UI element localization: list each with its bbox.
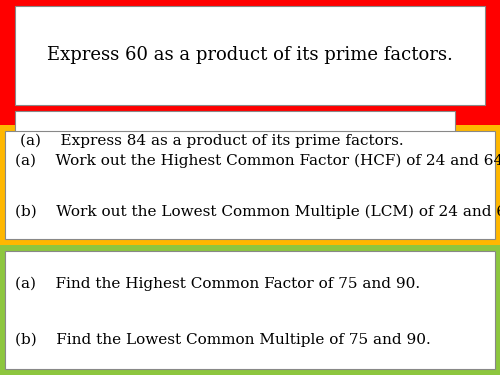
Text: (a)    Find the Highest Common Factor of 75 and 90.: (a) Find the Highest Common Factor of 75…: [15, 277, 420, 291]
Bar: [15, 111, 455, 171]
Bar: [15, 6, 485, 105]
Bar: [5, 251, 495, 369]
Bar: [0, 0, 500, 125]
Bar: [0, 125, 500, 245]
Text: (a)    Express 84 as a product of its prime factors.: (a) Express 84 as a product of its prime…: [20, 134, 404, 148]
Text: (a)    Work out the Highest Common Factor (HCF) of 24 and 64: (a) Work out the Highest Common Factor (…: [15, 154, 500, 168]
Bar: [5, 130, 495, 239]
Text: Express 60 as a product of its prime factors.: Express 60 as a product of its prime fac…: [47, 46, 453, 64]
Bar: [0, 245, 500, 375]
Text: (b)    Find the Lowest Common Multiple of 75 and 90.: (b) Find the Lowest Common Multiple of 7…: [15, 333, 431, 347]
Text: (b)    Work out the Lowest Common Multiple (LCM) of 24 and 64: (b) Work out the Lowest Common Multiple …: [15, 205, 500, 219]
